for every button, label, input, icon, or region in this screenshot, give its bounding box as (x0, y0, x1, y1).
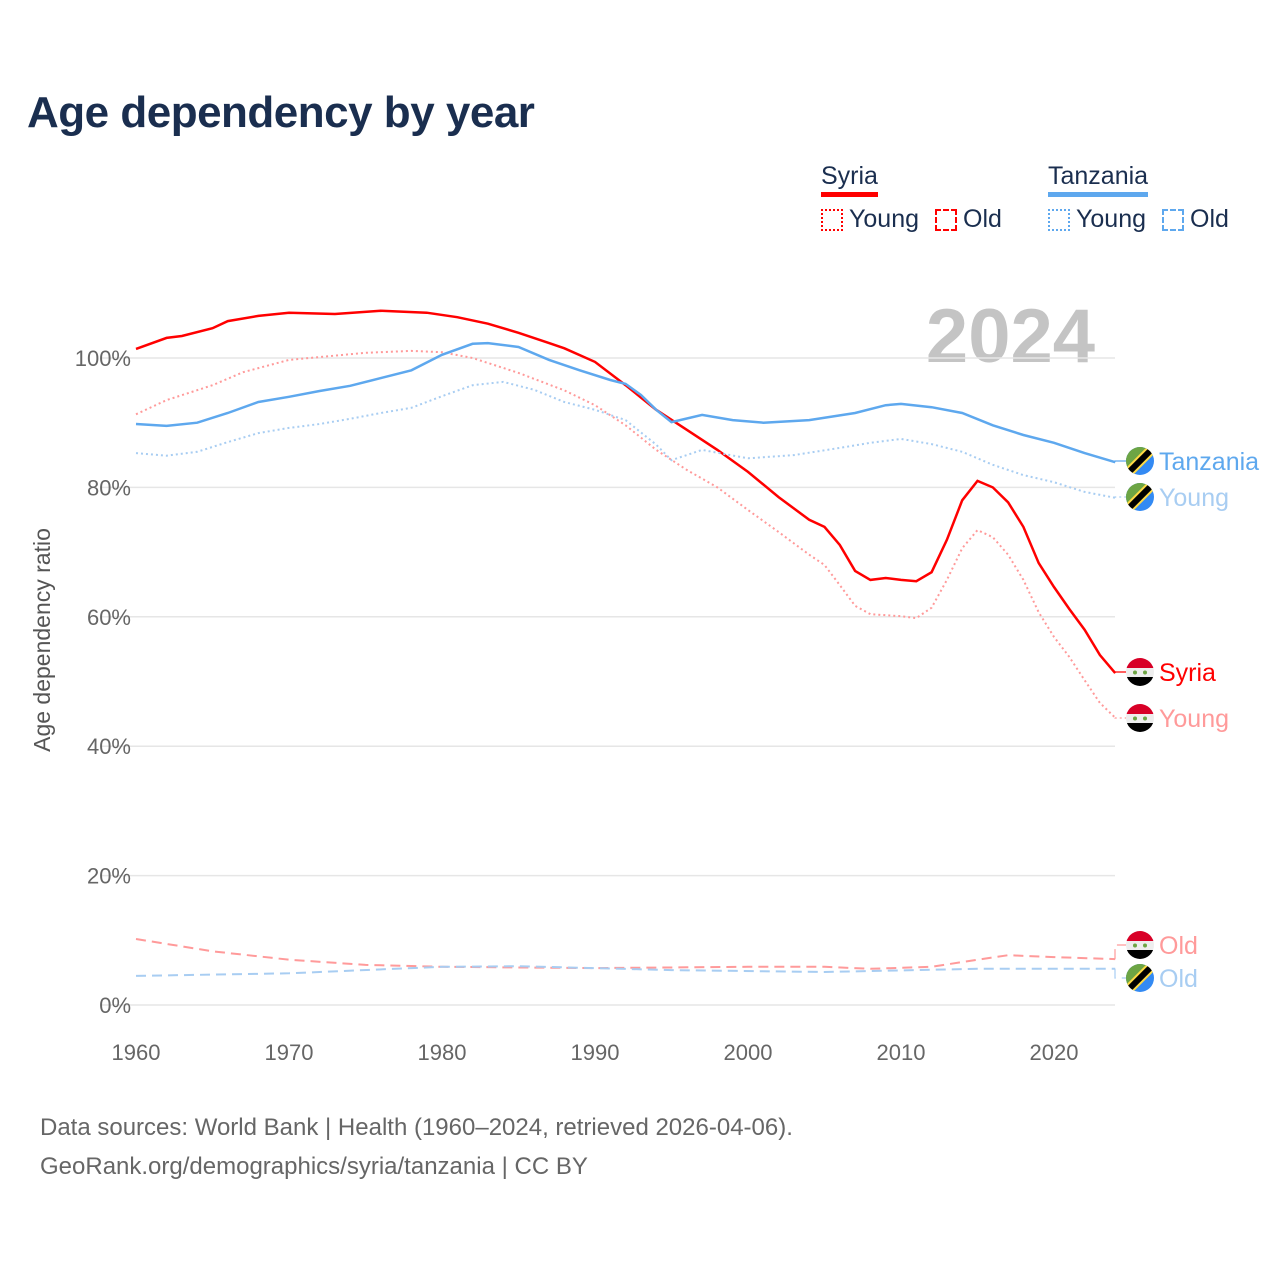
syria-flag-icon (1126, 658, 1154, 686)
flag-stripe (1126, 941, 1154, 950)
legend-tanzania-young[interactable]: Young (1048, 205, 1146, 234)
tanzania-flag-icon (1126, 447, 1154, 475)
x-tick-label: 1990 (571, 1040, 620, 1065)
flag-clip (1126, 931, 1154, 959)
y-tick-label: 0% (99, 993, 131, 1018)
flag-stripe (1126, 931, 1154, 941)
end-label: Old (1159, 965, 1198, 993)
y-tick-label: 100% (75, 346, 131, 371)
leader-line (1114, 460, 1126, 463)
x-tick-label: 1970 (265, 1040, 314, 1065)
dashed-swatch-icon (935, 208, 957, 231)
legend-tanzania: Tanzania Young Old (1048, 162, 1245, 234)
legend-tanzania-name: Tanzania (1048, 162, 1149, 197)
dashed-swatch-icon (1162, 208, 1184, 231)
y-tick-label: 20% (87, 864, 131, 889)
y-tick-label: 40% (87, 734, 131, 759)
tanzania-flag-icon (1126, 964, 1154, 992)
footer: Data sources: World Bank | Health (1960–… (40, 1108, 793, 1186)
legend-label: Old (963, 205, 1002, 233)
end-label: Young (1159, 484, 1229, 512)
flag-star (1133, 670, 1137, 675)
end-label: Young (1159, 705, 1229, 733)
chart-title: Age dependency by year (27, 88, 535, 137)
end-label: Tanzania (1159, 448, 1259, 476)
series-line-tanzania-old (135, 965, 1116, 977)
flag-stripe (1126, 704, 1154, 714)
legend-label: Old (1190, 205, 1229, 233)
leader-line (1114, 968, 1126, 979)
tanzania-flag-icon (1126, 483, 1154, 511)
x-tick-label: 2020 (1030, 1040, 1079, 1065)
x-tick-label: 1980 (418, 1040, 467, 1065)
end-label: Syria (1159, 659, 1216, 687)
year-watermark: 2024 (926, 294, 1095, 379)
flag-star (1143, 716, 1147, 721)
flag-stripe (1126, 714, 1154, 723)
series-line-tanzania (135, 341, 1116, 464)
y-axis-label: Age dependency ratio (29, 528, 55, 752)
legend-syria-young[interactable]: Young (821, 205, 919, 234)
flag-stripe (1126, 658, 1154, 668)
syria-flag-icon (1126, 931, 1154, 959)
flag-star (1143, 943, 1147, 948)
data-source: Data sources: World Bank | Health (1960–… (40, 1114, 793, 1141)
series-line-syria-old (135, 938, 1116, 970)
flag-stripe (1126, 677, 1154, 686)
y-tick-label: 60% (87, 605, 131, 630)
source-link[interactable]: GeoRank.org/demographics/syria/tanzania … (40, 1153, 588, 1180)
flag-star (1133, 943, 1137, 948)
flag-clip (1126, 704, 1154, 732)
flag-clip (1126, 964, 1154, 992)
end-label: Old (1159, 932, 1198, 960)
leader-line (1114, 944, 1126, 960)
series-line-syria (135, 309, 1117, 674)
flag-stripe (1126, 668, 1154, 677)
flag-clip (1126, 483, 1154, 511)
dotted-swatch-icon (1048, 208, 1070, 231)
legend-syria-old[interactable]: Old (935, 205, 1002, 234)
flag-clip (1126, 658, 1154, 686)
flag-stripe (1126, 723, 1154, 732)
legend-label: Young (1076, 205, 1146, 233)
flag-star (1133, 716, 1137, 721)
legend-label: Young (849, 205, 919, 233)
leader-line (1114, 671, 1126, 674)
y-tick-label: 80% (87, 475, 131, 500)
syria-flag-icon (1126, 704, 1154, 732)
x-tick-label: 2010 (877, 1040, 926, 1065)
flag-star (1143, 670, 1147, 675)
leader-line (1114, 496, 1126, 498)
dotted-swatch-icon (821, 208, 843, 231)
series-line-syria-young (135, 349, 1116, 719)
series-line-tanzania-young (135, 380, 1116, 499)
legend-syria: Syria Young Old (821, 162, 1018, 234)
legend-syria-name: Syria (821, 162, 878, 197)
x-tick-label: 1960 (112, 1040, 161, 1065)
legend-tanzania-old[interactable]: Old (1162, 205, 1229, 234)
x-tick-label: 2000 (724, 1040, 773, 1065)
flag-clip (1126, 447, 1154, 475)
flag-stripe (1126, 950, 1154, 959)
